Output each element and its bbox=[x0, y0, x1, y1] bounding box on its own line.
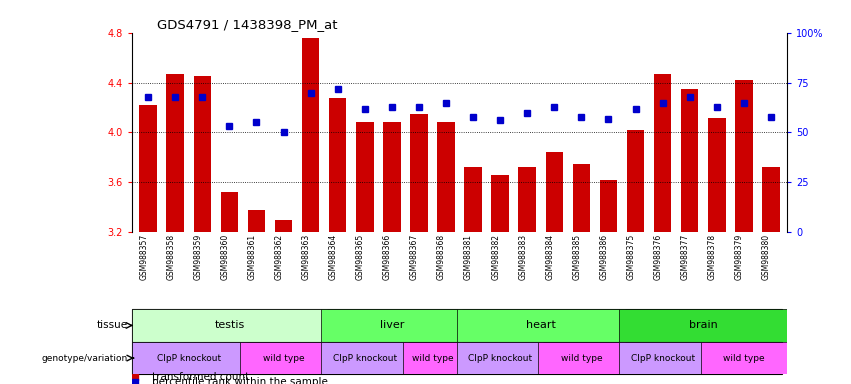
Text: GSM988365: GSM988365 bbox=[356, 234, 365, 280]
Bar bbox=[328, 98, 346, 232]
Bar bbox=[220, 192, 238, 232]
Text: GSM988360: GSM988360 bbox=[220, 234, 230, 280]
Bar bbox=[302, 38, 319, 232]
Text: GSM988367: GSM988367 bbox=[410, 234, 419, 280]
Text: GSM988368: GSM988368 bbox=[437, 234, 446, 280]
Bar bbox=[132, 309, 327, 342]
Bar bbox=[437, 122, 454, 232]
Text: GSM988381: GSM988381 bbox=[464, 234, 473, 280]
Text: GSM988379: GSM988379 bbox=[735, 234, 744, 280]
Text: GSM988375: GSM988375 bbox=[626, 234, 636, 280]
Bar bbox=[410, 114, 428, 232]
Bar bbox=[573, 164, 591, 232]
Bar bbox=[708, 118, 726, 232]
Bar bbox=[538, 342, 625, 374]
Bar bbox=[193, 76, 211, 232]
Bar bbox=[457, 342, 544, 374]
Bar bbox=[735, 80, 752, 232]
Text: GSM988384: GSM988384 bbox=[545, 234, 554, 280]
Bar bbox=[322, 309, 462, 342]
Bar bbox=[654, 74, 671, 232]
Text: ClpP knockout: ClpP knockout bbox=[631, 354, 694, 362]
Text: tissue: tissue bbox=[96, 320, 128, 331]
Text: GSM988364: GSM988364 bbox=[328, 234, 338, 280]
Text: GSM988377: GSM988377 bbox=[681, 234, 689, 280]
Text: ClpP knockout: ClpP knockout bbox=[157, 354, 220, 362]
Text: liver: liver bbox=[380, 320, 404, 331]
Text: GSM988366: GSM988366 bbox=[383, 234, 391, 280]
Bar bbox=[403, 342, 462, 374]
Bar bbox=[681, 89, 699, 232]
Bar bbox=[383, 122, 401, 232]
Bar bbox=[275, 220, 293, 232]
Text: transformed count: transformed count bbox=[151, 372, 248, 382]
Text: GSM988386: GSM988386 bbox=[599, 234, 608, 280]
Bar bbox=[518, 167, 536, 232]
Bar bbox=[457, 309, 625, 342]
Bar bbox=[140, 105, 157, 232]
Bar bbox=[132, 342, 246, 374]
Bar bbox=[240, 342, 327, 374]
Text: testis: testis bbox=[214, 320, 244, 331]
Text: percentile rank within the sample: percentile rank within the sample bbox=[151, 377, 328, 384]
Bar bbox=[700, 342, 787, 374]
Bar bbox=[620, 309, 787, 342]
Text: wild type: wild type bbox=[723, 354, 765, 362]
Bar bbox=[626, 130, 644, 232]
Text: ClpP knockout: ClpP knockout bbox=[468, 354, 532, 362]
Text: GSM988378: GSM988378 bbox=[708, 234, 717, 280]
Text: GSM988380: GSM988380 bbox=[762, 234, 771, 280]
Bar bbox=[322, 342, 408, 374]
Text: GSM988357: GSM988357 bbox=[140, 234, 148, 280]
Text: GSM988363: GSM988363 bbox=[301, 234, 311, 280]
Bar bbox=[167, 74, 184, 232]
Bar bbox=[491, 175, 509, 232]
Bar bbox=[545, 152, 563, 232]
Bar bbox=[620, 342, 706, 374]
Text: genotype/variation: genotype/variation bbox=[42, 354, 128, 362]
Bar bbox=[762, 167, 780, 232]
Text: wild type: wild type bbox=[263, 354, 305, 362]
Text: GSM988359: GSM988359 bbox=[193, 234, 203, 280]
Text: heart: heart bbox=[526, 320, 556, 331]
Text: GSM988361: GSM988361 bbox=[248, 234, 256, 280]
Text: wild type: wild type bbox=[412, 354, 454, 362]
Text: GDS4791 / 1438398_PM_at: GDS4791 / 1438398_PM_at bbox=[157, 18, 338, 31]
Bar bbox=[248, 210, 266, 232]
Text: wild type: wild type bbox=[561, 354, 603, 362]
Text: brain: brain bbox=[688, 320, 717, 331]
Bar bbox=[465, 167, 482, 232]
Text: GSM988358: GSM988358 bbox=[166, 234, 175, 280]
Text: GSM988376: GSM988376 bbox=[654, 234, 663, 280]
Bar bbox=[600, 180, 617, 232]
Bar bbox=[356, 122, 374, 232]
Text: GSM988382: GSM988382 bbox=[491, 234, 500, 280]
Text: GSM988383: GSM988383 bbox=[518, 234, 528, 280]
Text: GSM988362: GSM988362 bbox=[275, 234, 283, 280]
Text: ClpP knockout: ClpP knockout bbox=[333, 354, 397, 362]
Text: GSM988385: GSM988385 bbox=[573, 234, 581, 280]
